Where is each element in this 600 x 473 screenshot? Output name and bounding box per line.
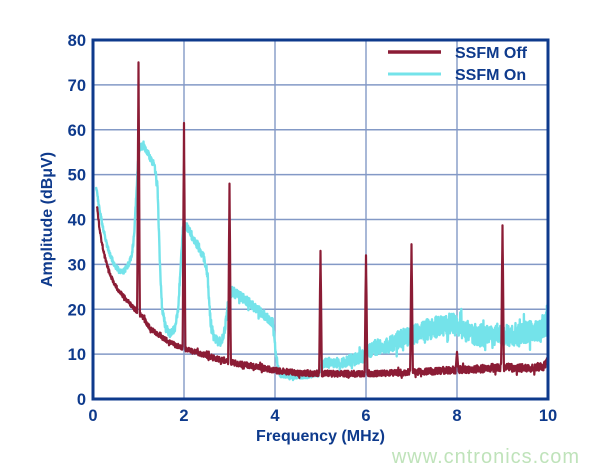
y-tick-label-40: 40 xyxy=(68,212,86,230)
x-tick-label-4: 4 xyxy=(270,407,280,425)
x-tick-label-10: 10 xyxy=(539,407,557,425)
tick-labels: 0 2 4 6 8 10 0 10 20 30 40 50 60 70 80 xyxy=(68,32,558,425)
y-tick-label-0: 0 xyxy=(77,391,86,409)
x-tick-label-2: 2 xyxy=(179,407,188,425)
x-tick-label-8: 8 xyxy=(452,407,461,425)
y-tick-label-60: 60 xyxy=(68,122,86,140)
y-tick-label-80: 80 xyxy=(68,32,86,50)
y-tick-label-50: 50 xyxy=(68,167,86,185)
y-tick-label-30: 30 xyxy=(68,256,86,274)
y-axis-title: Amplitude (dBμV) xyxy=(39,152,56,287)
y-tick-label-10: 10 xyxy=(68,346,86,364)
x-tick-label-0: 0 xyxy=(88,407,97,425)
x-axis-title: Frequency (MHz) xyxy=(256,428,385,445)
plot-border xyxy=(91,38,550,401)
y-tick-label-70: 70 xyxy=(68,77,86,95)
series-ssfm-off xyxy=(95,61,547,379)
legend-label-ssfm-off: SSFM Off xyxy=(455,45,528,62)
y-tick-label-20: 20 xyxy=(68,301,86,319)
legend-label-ssfm-on: SSFM On xyxy=(455,67,526,84)
watermark-text: www.cntronics.com xyxy=(391,446,580,468)
legend: SSFM Off SSFM On xyxy=(388,45,528,84)
x-tick-label-6: 6 xyxy=(361,407,370,425)
data-traces xyxy=(94,61,547,382)
